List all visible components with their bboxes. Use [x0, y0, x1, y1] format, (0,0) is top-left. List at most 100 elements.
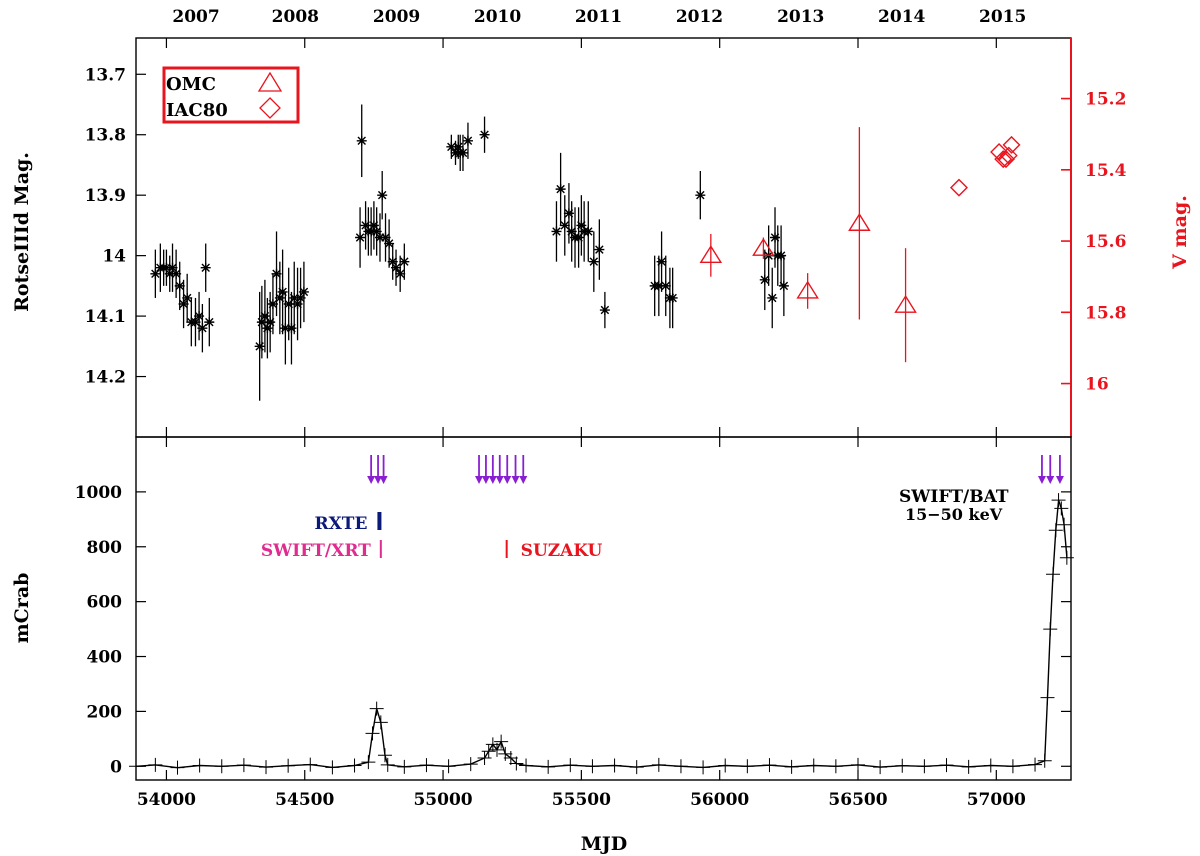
rotse-point	[778, 280, 789, 291]
rotse-point	[583, 226, 594, 237]
rotse-series	[150, 104, 789, 401]
bat-point	[129, 759, 143, 774]
rotse-point	[395, 268, 406, 279]
observation-arrow-head	[379, 476, 388, 484]
rotse-tick-label: 14	[102, 247, 126, 267]
mcrab-tick-label: 200	[87, 702, 123, 722]
observation-arrow-head	[488, 476, 497, 484]
rotse-point	[391, 262, 402, 273]
year-label: 2008	[272, 7, 319, 27]
bat-point	[541, 759, 556, 774]
bat-point	[563, 758, 578, 773]
rotse-point	[660, 280, 671, 291]
omc-point	[848, 212, 871, 231]
iac80-point	[1002, 135, 1021, 154]
rotse-point	[380, 232, 391, 243]
suzaku-marker	[505, 540, 508, 558]
rotse-point	[277, 286, 288, 297]
bat-point	[1028, 757, 1043, 772]
bat-point	[303, 757, 318, 772]
mjd-tick-label: 54000	[137, 790, 196, 810]
rotse-point	[262, 323, 273, 334]
bat-point	[629, 760, 644, 775]
bat-point	[489, 742, 504, 757]
year-label: 2015	[979, 7, 1026, 27]
bat-point	[740, 759, 755, 774]
v-mag-tick-label: 16	[1085, 375, 1109, 395]
mjd-tick-label: 56500	[828, 790, 887, 810]
rotse-point	[656, 256, 667, 267]
v-mag-axis-ticks: 15.2 15.4 15.6 15.8 16	[1061, 90, 1127, 395]
rotse-point	[759, 274, 770, 285]
bat-point	[1037, 753, 1052, 768]
observation-arrow-head	[503, 476, 512, 484]
mjd-tick-label: 57000	[967, 790, 1026, 810]
rotse-point	[182, 292, 193, 303]
bat-point	[673, 759, 688, 774]
bat-point	[1040, 690, 1055, 705]
rotse-point	[377, 190, 388, 201]
bat-point	[651, 757, 666, 772]
rotse-point	[576, 220, 587, 231]
bat-point	[214, 759, 229, 774]
bat-point	[361, 755, 376, 770]
xray-light-curve-panel: 0 200 400 600 800 1000 54000 54500 55000 55500 56…	[11, 436, 1074, 855]
bat-point	[325, 760, 340, 775]
rotse-point	[271, 268, 282, 279]
mjd-axis-ticks: 54000 54500 55000 55500 56000 56500 57000	[137, 437, 1026, 810]
legend-omc-marker	[257, 71, 283, 92]
omc-series	[699, 127, 917, 363]
bat-point	[397, 759, 412, 774]
rotse-point	[265, 317, 276, 328]
optical-light-curve-panel: 2007 2008 2009 2010 2011 2012 2013 2014 2015 13.…	[11, 7, 1191, 438]
bat-point	[373, 715, 388, 730]
bat-point	[1054, 501, 1069, 516]
rotse-point	[371, 226, 382, 237]
bat-point	[1048, 523, 1063, 538]
bat-point	[917, 759, 932, 774]
observation-arrow-head	[481, 476, 490, 484]
observation-arrow-head	[475, 476, 484, 484]
rotse-point	[286, 323, 297, 334]
year-label: 2009	[373, 7, 420, 27]
bat-point	[380, 757, 395, 772]
rotse-point	[594, 244, 605, 255]
swift-bat-series	[129, 493, 1074, 775]
suzaku-label: SUZAKU	[521, 541, 603, 561]
rotse-point	[399, 256, 410, 267]
rotse-tick-label: 13.8	[85, 126, 126, 146]
legend-box	[162, 66, 300, 124]
bat-point	[498, 746, 513, 761]
rotse-point	[695, 190, 706, 201]
bat-point	[236, 758, 251, 773]
bat-point	[895, 758, 910, 773]
observation-arrow-head	[374, 476, 383, 484]
mcrab-axis-label: mCrab	[11, 573, 33, 644]
mcrab-tick-label: 400	[87, 648, 123, 668]
bat-point	[873, 760, 888, 775]
rotse-tick-label: 14.2	[85, 368, 126, 388]
bat-point	[806, 758, 821, 773]
rotse-axis-label: RotseIIId Mag.	[11, 152, 33, 312]
year-labels: 2007 2008 2009 2010 2011 2012 2013 2014 2015	[172, 7, 1026, 27]
bat-point	[377, 748, 392, 763]
year-label: 2010	[474, 7, 521, 27]
rotse-point	[289, 292, 300, 303]
rxte-label: RXTE	[314, 514, 367, 534]
rotse-tick-label: 13.9	[85, 186, 126, 206]
rotse-point	[462, 135, 473, 146]
year-label: 2007	[172, 7, 219, 27]
iac80-point	[997, 150, 1015, 169]
rotse-point	[563, 208, 574, 219]
observation-arrow-head	[367, 476, 376, 484]
bat-point	[192, 758, 207, 773]
year-label: 2012	[676, 7, 723, 27]
swift-bat-energy-annotation: 15−50 keV	[905, 505, 1003, 524]
iac80-point	[949, 178, 968, 197]
bat-point	[961, 759, 976, 774]
rotse-point	[457, 147, 468, 158]
bat-point	[369, 701, 384, 716]
mjd-tick-label: 56000	[690, 790, 749, 810]
iac80-series	[949, 135, 1021, 197]
rotse-point	[256, 317, 267, 328]
